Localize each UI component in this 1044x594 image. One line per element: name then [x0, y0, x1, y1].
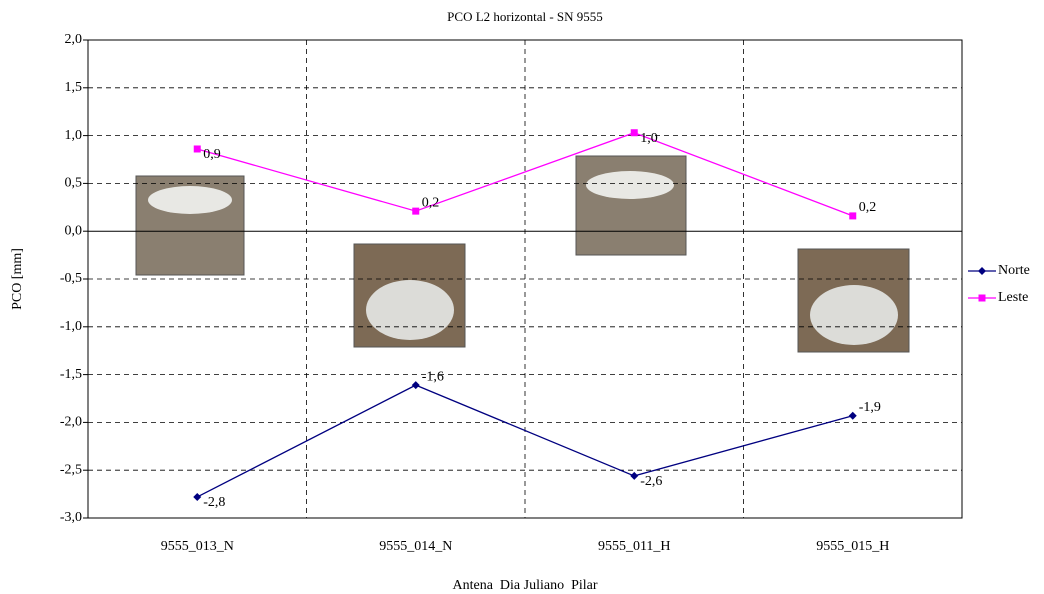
y-tick-label: -0,5	[60, 271, 82, 286]
legend-label: Norte	[998, 263, 1030, 278]
y-axis-label: PCO [mm]	[10, 248, 25, 310]
y-tick-label: 0,5	[65, 176, 83, 191]
photo	[148, 186, 232, 214]
data-label: -1,9	[859, 400, 881, 415]
photo	[810, 285, 898, 345]
marker	[848, 411, 857, 420]
data-label: 0,2	[422, 195, 440, 210]
y-tick-label: 0,0	[65, 223, 83, 238]
data-label: 1,0	[640, 131, 658, 146]
data-label: -2,8	[203, 495, 225, 510]
y-tick-label: -3,0	[60, 510, 82, 525]
marker	[193, 492, 202, 501]
y-tick-label: -2,5	[60, 462, 82, 477]
chart-title: PCO L2 horizontal - SN 9555	[447, 9, 603, 24]
y-tick-label: -1,0	[60, 319, 82, 334]
legend-label: Leste	[998, 290, 1028, 305]
x-tick-label: 9555_013_N	[161, 539, 234, 554]
series-line	[196, 384, 853, 498]
marker	[630, 129, 638, 137]
y-tick-label: 1,0	[65, 128, 83, 143]
data-label: -2,6	[640, 474, 662, 489]
x-tick-label: 9555_015_H	[816, 539, 889, 554]
data-label: 0,9	[203, 147, 221, 162]
marker	[849, 212, 857, 220]
photos	[135, 155, 910, 353]
y-tick-label: -2,0	[60, 415, 82, 430]
marker	[411, 381, 420, 390]
marker	[630, 471, 639, 480]
marker	[193, 145, 201, 153]
photo	[575, 155, 687, 256]
x-axis-label: Antena Dia Juliano Pilar	[452, 578, 597, 593]
y-tick-label: -1,5	[60, 367, 82, 382]
photo	[366, 280, 454, 340]
photo	[586, 171, 674, 199]
y-tick-label: 2,0	[65, 32, 83, 47]
legend-marker	[978, 267, 986, 275]
legend-marker	[978, 294, 986, 302]
data-label: -1,6	[422, 369, 444, 384]
x-tick-label: 9555_011_H	[598, 539, 671, 554]
x-tick-label: 9555_014_N	[379, 539, 452, 554]
data-label: 0,2	[859, 200, 877, 215]
series-line	[197, 132, 853, 217]
y-tick-label: 1,5	[65, 80, 83, 95]
marker	[412, 207, 420, 215]
